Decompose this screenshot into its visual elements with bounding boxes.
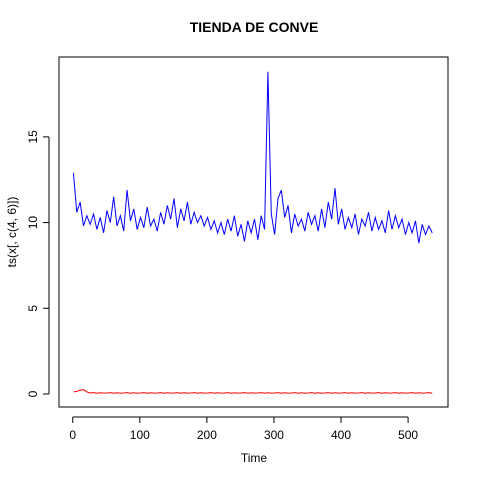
chart-title: TIENDA DE CONVE	[190, 19, 319, 35]
y-axis-label: ts(x[, c(4, 6)])	[5, 197, 19, 268]
plot-box	[58, 56, 449, 408]
x-tick-label: 400	[331, 428, 351, 442]
x-tick-label: 0	[69, 428, 76, 442]
y-tick-label: 5	[26, 305, 40, 312]
x-tick-label: 100	[130, 428, 150, 442]
x-tick-label: 500	[398, 428, 418, 442]
x-tick-label: 300	[264, 428, 284, 442]
x-tick-label: 200	[197, 428, 217, 442]
y-tick-label: 10	[26, 216, 40, 230]
series-line	[73, 389, 433, 394]
y-tick-label: 15	[26, 130, 40, 144]
y-tick-label: 0	[26, 390, 40, 397]
series-line	[72, 71, 433, 244]
x-axis-label: Time	[241, 451, 268, 465]
